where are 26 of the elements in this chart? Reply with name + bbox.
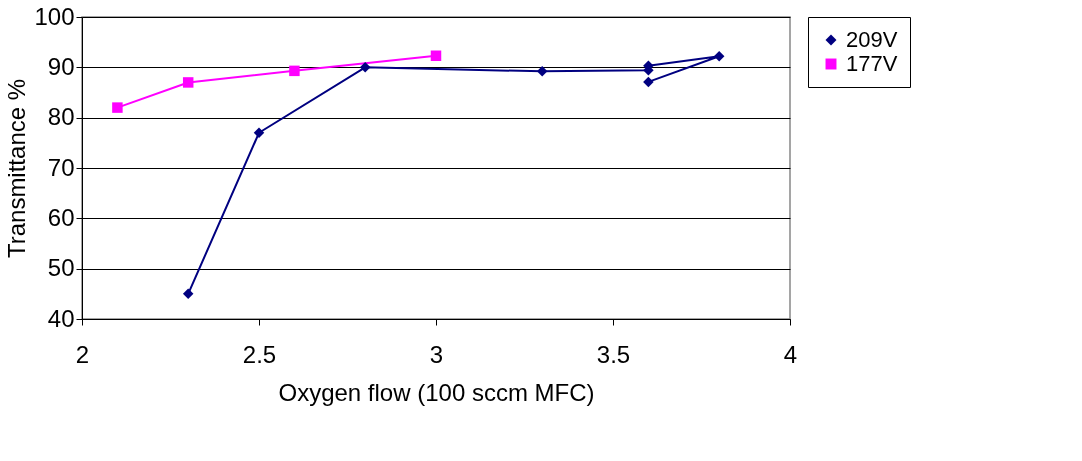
point [182, 77, 194, 88]
y-tick-label: 100 [34, 2, 75, 30]
y-tick-label: 90 [47, 52, 75, 80]
y-tick-label: 80 [47, 103, 75, 131]
point [289, 65, 300, 77]
x-tick-label: 2 [75, 340, 90, 368]
point [536, 66, 548, 77]
x-tick-label: 3.5 [596, 340, 631, 368]
x-tick-label: 2.5 [242, 340, 277, 368]
point [430, 50, 442, 61]
point [713, 51, 725, 62]
y-tick-label: 70 [47, 153, 75, 181]
y-tick-label: 40 [47, 304, 75, 332]
y-tick-label: 60 [47, 203, 75, 231]
point [359, 62, 371, 73]
point [112, 102, 123, 113]
y-axis-title: Transmittance % [3, 78, 31, 259]
point [643, 76, 654, 88]
legend-label: 177V [846, 51, 898, 76]
x-tick-label: 4 [783, 340, 798, 368]
point [253, 127, 265, 139]
x-tick-label: 3 [429, 340, 444, 368]
y-tick-label: 50 [47, 254, 75, 282]
point [182, 288, 194, 300]
legend-label: 209V [846, 27, 898, 52]
x-axis-title: Oxygen flow (100 sccm MFC) [278, 378, 595, 406]
